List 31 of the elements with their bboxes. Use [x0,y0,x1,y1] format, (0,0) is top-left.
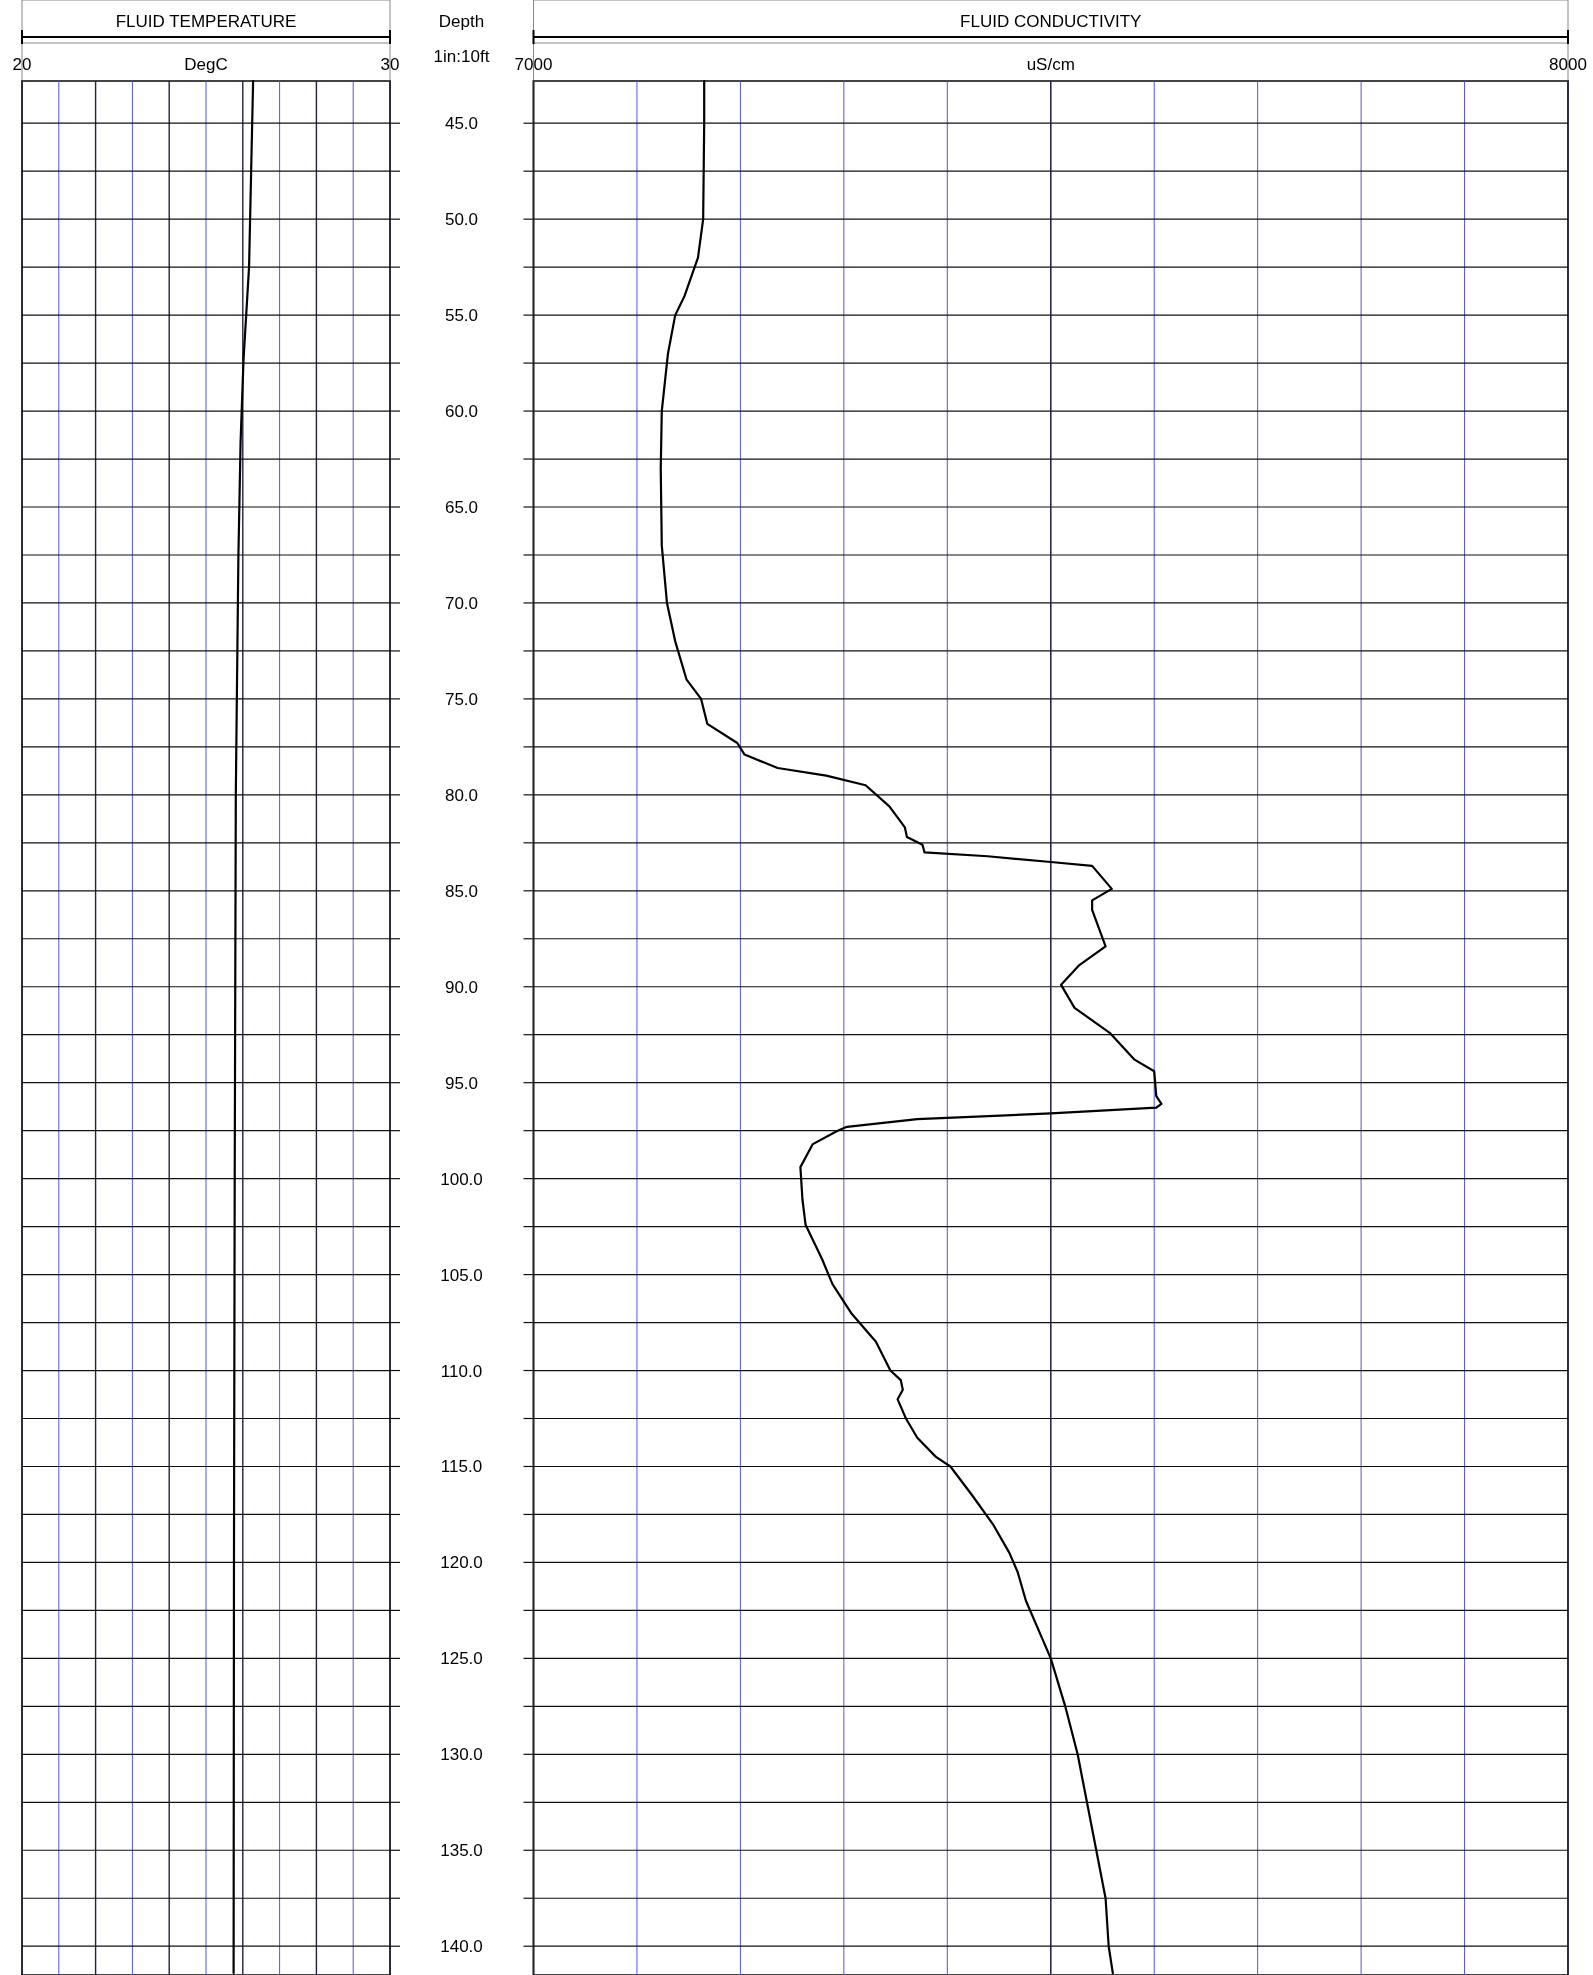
chart-title: FLUID CONDUCTIVITY [960,12,1142,31]
x-axis-title: uS/cm [1026,55,1075,74]
y-tick-label: 120.0 [440,1553,483,1573]
text: 1in:10ft [433,47,490,66]
y-axis-title: Depth [438,12,485,31]
y-tick-label: 65.0 [444,498,479,518]
y-tick-label: 50.0 [444,210,479,230]
y-tick-label: 45.0 [444,114,479,134]
chart-title: FLUID TEMPERATURE [115,12,297,31]
y-tick-label: 85.0 [444,881,479,901]
x-tick-label: 8000 [1549,55,1587,74]
y-tick-label: 110.0 [440,1361,483,1381]
line-series [232,79,255,1975]
y-tick-label: 95.0 [444,1073,479,1093]
x-tick-label: 20 [12,55,32,74]
x-tick-label: 30 [380,55,400,74]
y-tick-label: 100.0 [440,1169,483,1189]
y-tick-label: 105.0 [440,1265,483,1285]
y-tick-label: 60.0 [444,402,479,422]
y-tick-label: 130.0 [440,1745,483,1765]
x-tick-label: 7000 [514,55,553,74]
y-tick-label: 135.0 [440,1841,483,1861]
x-axis-title: DegC [184,55,228,74]
y-tick-label: 90.0 [444,977,479,997]
y-tick-label: 115.0 [440,1457,483,1477]
y-tick-label: 70.0 [444,593,479,613]
y-tick-label: 125.0 [440,1649,483,1669]
y-tick-label: 55.0 [444,306,479,326]
y-tick-label: 140.0 [440,1937,483,1957]
y-tick-label: 80.0 [444,785,479,805]
y-tick-label: 75.0 [444,689,479,709]
